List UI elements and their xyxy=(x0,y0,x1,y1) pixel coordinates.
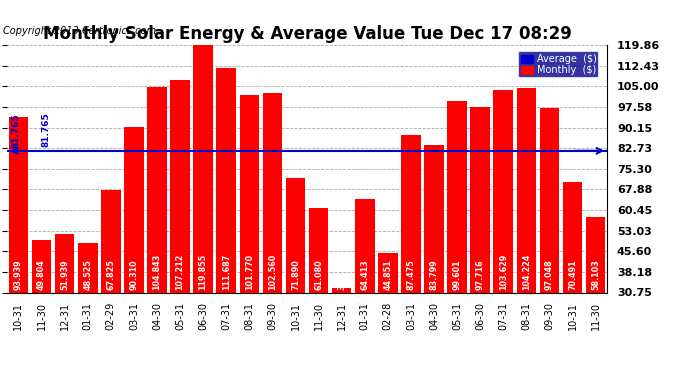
Bar xyxy=(32,240,51,292)
Bar xyxy=(471,106,490,292)
Bar xyxy=(239,95,259,292)
Text: 64.413: 64.413 xyxy=(360,260,369,290)
Bar xyxy=(286,178,305,292)
Bar xyxy=(563,182,582,292)
Text: 81.765: 81.765 xyxy=(12,113,21,148)
Bar xyxy=(170,80,190,292)
Text: 71.890: 71.890 xyxy=(291,260,300,290)
Text: 83.799: 83.799 xyxy=(430,260,439,290)
Text: 81.765: 81.765 xyxy=(41,112,50,147)
Bar xyxy=(355,199,375,292)
Bar xyxy=(517,88,536,292)
Bar xyxy=(493,90,513,292)
Text: 51.939: 51.939 xyxy=(60,260,69,290)
Text: 49.804: 49.804 xyxy=(37,260,46,290)
Text: 90.310: 90.310 xyxy=(130,260,139,290)
Text: 97.716: 97.716 xyxy=(475,260,484,290)
Bar xyxy=(193,45,213,292)
Title: Monthly Solar Energy & Average Value Tue Dec 17 08:29: Monthly Solar Energy & Average Value Tue… xyxy=(43,26,571,44)
Text: 44.851: 44.851 xyxy=(384,260,393,290)
Text: 58.103: 58.103 xyxy=(591,260,600,290)
Text: 101.770: 101.770 xyxy=(245,254,254,290)
Text: 93.939: 93.939 xyxy=(14,260,23,290)
Text: 107.212: 107.212 xyxy=(175,254,184,290)
Text: 32.497: 32.497 xyxy=(337,260,346,290)
Text: 70.491: 70.491 xyxy=(568,260,577,290)
Bar xyxy=(586,216,605,292)
Bar xyxy=(447,101,467,292)
Text: 97.048: 97.048 xyxy=(545,260,554,290)
Bar xyxy=(309,208,328,292)
Bar xyxy=(401,135,421,292)
Bar xyxy=(147,87,167,292)
Bar xyxy=(9,117,28,292)
Text: 119.855: 119.855 xyxy=(199,254,208,290)
Text: 103.629: 103.629 xyxy=(499,254,508,290)
Text: 102.560: 102.560 xyxy=(268,254,277,290)
Bar xyxy=(424,145,444,292)
Text: 48.525: 48.525 xyxy=(83,260,92,290)
Bar xyxy=(217,68,236,292)
Bar xyxy=(263,93,282,292)
Legend: Average  ($), Monthly  ($): Average ($), Monthly ($) xyxy=(518,51,600,78)
Bar xyxy=(332,288,351,292)
Text: Copyright 2013 Cartronics.com: Copyright 2013 Cartronics.com xyxy=(3,26,157,36)
Text: 111.687: 111.687 xyxy=(221,254,230,290)
Text: 61.080: 61.080 xyxy=(314,260,323,290)
Bar xyxy=(540,108,560,292)
Text: 67.825: 67.825 xyxy=(106,260,115,290)
Text: 104.843: 104.843 xyxy=(152,254,161,290)
Bar xyxy=(101,189,121,292)
Text: 87.475: 87.475 xyxy=(406,260,415,290)
Bar xyxy=(124,127,144,292)
Text: 99.601: 99.601 xyxy=(453,260,462,290)
Bar xyxy=(55,234,75,292)
Bar xyxy=(378,254,397,292)
Bar xyxy=(78,243,97,292)
Text: 104.224: 104.224 xyxy=(522,254,531,290)
